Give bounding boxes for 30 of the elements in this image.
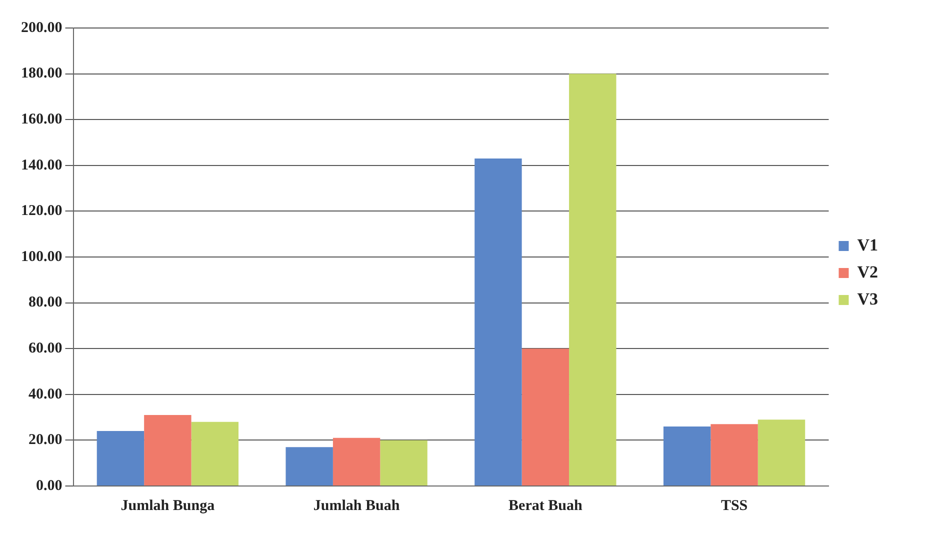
x-tick-label: Jumlah Buah [313, 498, 400, 514]
y-tick-label: 40.00 [28, 386, 62, 402]
y-tick-label: 120.00 [21, 203, 62, 220]
bar [332, 438, 380, 486]
x-tick-label: Berat Buah [508, 498, 583, 514]
y-tick-label: 180.00 [21, 66, 62, 82]
bar [380, 440, 428, 486]
bar [474, 158, 522, 486]
y-tick-label: 200.00 [21, 20, 62, 36]
bar [569, 74, 616, 486]
y-tick-label: 60.00 [28, 340, 62, 356]
bar [96, 431, 144, 486]
bar [758, 420, 806, 486]
y-tick-label: 160.00 [21, 111, 62, 128]
bar [191, 422, 239, 486]
legend-label: V3 [857, 289, 878, 308]
y-tick-label: 100.00 [21, 248, 62, 265]
x-tick-label: Jumlah Bunga [120, 498, 216, 514]
bar [663, 426, 711, 486]
y-tick-label: 140.00 [21, 157, 62, 174]
y-tick-label: 80.00 [28, 294, 62, 311]
legend-label: V1 [857, 235, 878, 254]
y-tick-label: 0.00 [36, 478, 62, 494]
bar [710, 424, 758, 486]
bar [144, 415, 192, 486]
x-tick-label: TSS [720, 498, 748, 514]
y-tick-label: 20.00 [28, 432, 62, 448]
legend-label: V2 [857, 262, 878, 282]
bar [522, 348, 570, 486]
bar [286, 447, 333, 486]
